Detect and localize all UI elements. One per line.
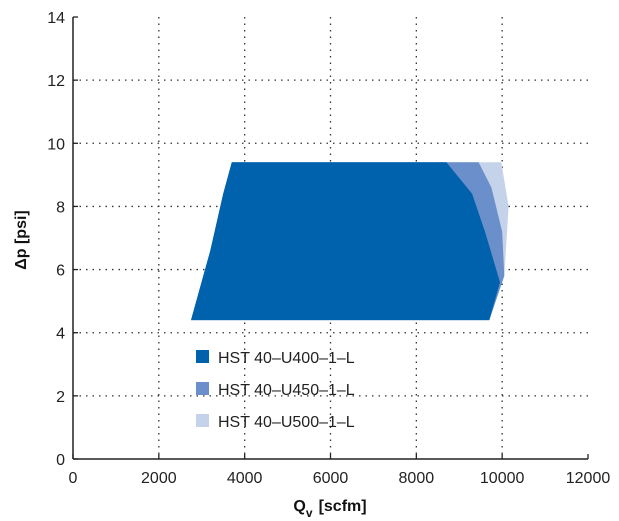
legend-swatch — [196, 414, 209, 427]
y-tick-label: 2 — [56, 389, 65, 406]
x-tick-label: 10000 — [480, 470, 525, 487]
legend: HST 40–U400–1–L HST 40–U450–1–L HST 40–U50… — [196, 350, 355, 431]
x-tick-label: 8000 — [399, 470, 435, 487]
plot-frame — [72, 16, 589, 460]
y-tick-label: 12 — [47, 73, 65, 90]
x-tick-label: 4000 — [227, 470, 263, 487]
y-axis-title: Δp [psi] — [13, 210, 30, 270]
x-axis-title-sub: v — [306, 506, 313, 520]
x-tick-labels: 0 2000 4000 6000 8000 10000 12000 — [69, 470, 611, 487]
data-areas — [191, 162, 509, 321]
x-tick-label: 2000 — [141, 470, 177, 487]
y-tick-label: 10 — [47, 136, 65, 153]
x-tick-label: 12000 — [566, 470, 611, 487]
area-hst-40-u400-1-l — [191, 162, 500, 321]
x-tick-label: 0 — [69, 470, 78, 487]
x-axis-title-main: Q — [293, 498, 305, 515]
y-tick-label: 8 — [56, 199, 65, 216]
x-axis-title: Qv [scfm] — [293, 498, 366, 520]
y-tick-label: 4 — [56, 326, 65, 343]
x-tick-label: 6000 — [313, 470, 349, 487]
legend-swatch — [196, 350, 209, 363]
y-tick-label: 14 — [47, 10, 65, 27]
y-tick-labels: 0 2 4 6 8 10 12 14 — [47, 10, 65, 469]
y-tick-label: 0 — [56, 452, 65, 469]
legend-label: HST 40–U400–1–L — [218, 350, 355, 367]
legend-swatch — [196, 382, 209, 395]
legend-label: HST 40–U450–1–L — [218, 382, 355, 399]
legend-label: HST 40–U500–1–L — [218, 414, 355, 431]
y-tick-label: 6 — [56, 263, 65, 280]
x-axis-title-unit: [scfm] — [319, 498, 367, 515]
